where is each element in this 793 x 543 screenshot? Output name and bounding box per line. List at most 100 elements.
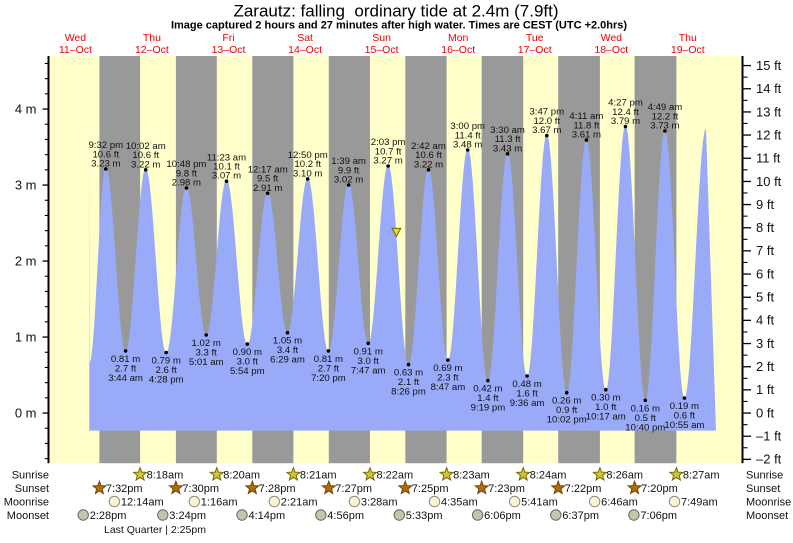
svg-text:12:17 am: 12:17 am [248,164,288,175]
svg-text:0.16 m: 0.16 m [631,403,660,414]
svg-text:3:28am: 3:28am [361,497,398,509]
svg-text:Sat: Sat [297,32,313,44]
svg-text:Fri: Fri [222,32,234,44]
svg-text:–1 ft: –1 ft [756,429,782,444]
svg-text:5:41am: 5:41am [521,497,558,509]
svg-text:8:24am: 8:24am [530,470,567,482]
svg-text:12.0 ft: 12.0 ft [533,116,560,127]
svg-text:13–Oct: 13–Oct [212,44,246,56]
svg-text:7:22pm: 7:22pm [565,483,602,495]
svg-text:0.30 m: 0.30 m [591,393,620,404]
svg-text:3.3 ft: 3.3 ft [196,348,218,359]
svg-text:3:30 am: 3:30 am [490,125,525,136]
svg-text:7:30pm: 7:30pm [182,483,219,495]
svg-text:3.61 m: 3.61 m [572,130,601,141]
svg-text:14–Oct: 14–Oct [288,44,322,56]
svg-text:0 ft: 0 ft [756,405,774,420]
svg-text:7:25pm: 7:25pm [412,483,449,495]
svg-text:3.48 m: 3.48 m [453,140,482,151]
svg-text:0.42 m: 0.42 m [473,384,502,395]
svg-text:4:11 am: 4:11 am [569,111,603,122]
svg-text:Sun: Sun [372,32,391,44]
svg-text:7:20 pm: 7:20 pm [311,373,346,384]
svg-text:2:03 pm: 2:03 pm [371,137,406,148]
svg-text:3:44 am: 3:44 am [108,373,143,384]
svg-text:9 ft: 9 ft [756,197,774,212]
svg-text:9:32 pm: 9:32 pm [88,140,123,151]
svg-text:1.05 m: 1.05 m [273,336,302,347]
svg-text:0.19 m: 0.19 m [670,401,699,412]
svg-text:10.2 ft: 10.2 ft [294,159,321,170]
svg-text:Sunset: Sunset [746,483,780,495]
svg-text:8:23am: 8:23am [453,470,490,482]
svg-text:2.1 ft: 2.1 ft [398,377,420,388]
svg-text:10.7 ft: 10.7 ft [375,146,402,157]
svg-text:3.07 m: 3.07 m [212,171,241,182]
svg-text:6:29 am: 6:29 am [270,355,305,366]
svg-text:10.6 ft: 10.6 ft [132,150,159,161]
svg-text:1.6 ft: 1.6 ft [516,389,538,400]
svg-text:9.5 ft: 9.5 ft [257,174,279,185]
svg-text:11.4 ft: 11.4 ft [455,130,481,141]
svg-text:4 m: 4 m [15,101,37,116]
svg-text:10:40 pm: 10:40 pm [625,422,665,433]
svg-text:0.81 m: 0.81 m [111,354,140,365]
svg-text:10:02 pm: 10:02 pm [547,415,587,426]
svg-text:9:36 am: 9:36 am [510,398,545,409]
svg-text:0.91 m: 0.91 m [354,346,383,357]
svg-text:3:00 pm: 3:00 pm [450,121,485,132]
svg-text:12.2 ft: 12.2 ft [652,111,679,122]
svg-text:3.23 m: 3.23 m [91,159,120,170]
svg-text:3.0 ft: 3.0 ft [358,356,380,367]
svg-text:8:47 am: 8:47 am [431,382,466,393]
svg-text:3.0 ft: 3.0 ft [237,357,259,368]
svg-text:12:50 pm: 12:50 pm [288,150,328,161]
svg-text:3.22 m: 3.22 m [131,159,160,170]
svg-text:6 ft: 6 ft [756,266,774,281]
svg-text:Thu: Thu [143,32,161,44]
svg-text:0.81 m: 0.81 m [314,354,343,365]
svg-text:8 ft: 8 ft [756,220,774,235]
svg-text:10.6 ft: 10.6 ft [415,150,442,161]
svg-text:3:47 pm: 3:47 pm [529,107,564,118]
svg-text:18–Oct: 18–Oct [594,44,628,56]
svg-text:2:28pm: 2:28pm [90,510,127,522]
svg-text:3.73 m: 3.73 m [650,121,679,132]
svg-text:10 ft: 10 ft [756,174,782,189]
svg-text:Mon: Mon [448,32,469,44]
svg-text:2.7 ft: 2.7 ft [115,363,137,374]
svg-text:1 m: 1 m [15,329,37,344]
svg-text:4:27 pm: 4:27 pm [608,98,643,109]
svg-text:0.90 m: 0.90 m [233,347,262,358]
svg-text:3 ft: 3 ft [756,336,774,351]
svg-text:Sunset: Sunset [15,483,49,495]
svg-text:7:49am: 7:49am [681,497,718,509]
svg-text:0 m: 0 m [15,405,37,420]
svg-text:2:42 am: 2:42 am [411,141,446,152]
svg-text:7:28pm: 7:28pm [259,483,296,495]
svg-text:8:22am: 8:22am [377,470,414,482]
svg-text:2.6 ft: 2.6 ft [156,365,178,376]
svg-text:7:20pm: 7:20pm [641,483,678,495]
svg-text:5 ft: 5 ft [756,290,774,305]
svg-text:12–Oct: 12–Oct [135,44,169,56]
svg-text:1:39 am: 1:39 am [331,156,366,167]
svg-text:Wed: Wed [65,32,87,44]
svg-text:9.8 ft: 9.8 ft [176,168,198,179]
svg-text:Thu: Thu [679,32,697,44]
svg-text:0.48 m: 0.48 m [512,379,541,390]
svg-text:2:21am: 2:21am [281,497,318,509]
svg-text:Last Quarter | 2:25pm: Last Quarter | 2:25pm [104,524,206,536]
svg-text:11:23 am: 11:23 am [207,152,246,163]
svg-text:0.69 m: 0.69 m [433,363,462,374]
svg-text:3.10 m: 3.10 m [293,168,322,179]
svg-text:8:21am: 8:21am [300,470,337,482]
svg-text:5:33pm: 5:33pm [406,510,443,522]
svg-text:3.22 m: 3.22 m [414,159,443,170]
svg-text:12.4 ft: 12.4 ft [612,107,639,118]
svg-text:1 ft: 1 ft [756,382,774,397]
svg-text:8:18am: 8:18am [147,470,184,482]
svg-text:3:24pm: 3:24pm [169,510,206,522]
svg-text:1:16am: 1:16am [201,497,238,509]
svg-text:7:47 am: 7:47 am [351,365,386,376]
